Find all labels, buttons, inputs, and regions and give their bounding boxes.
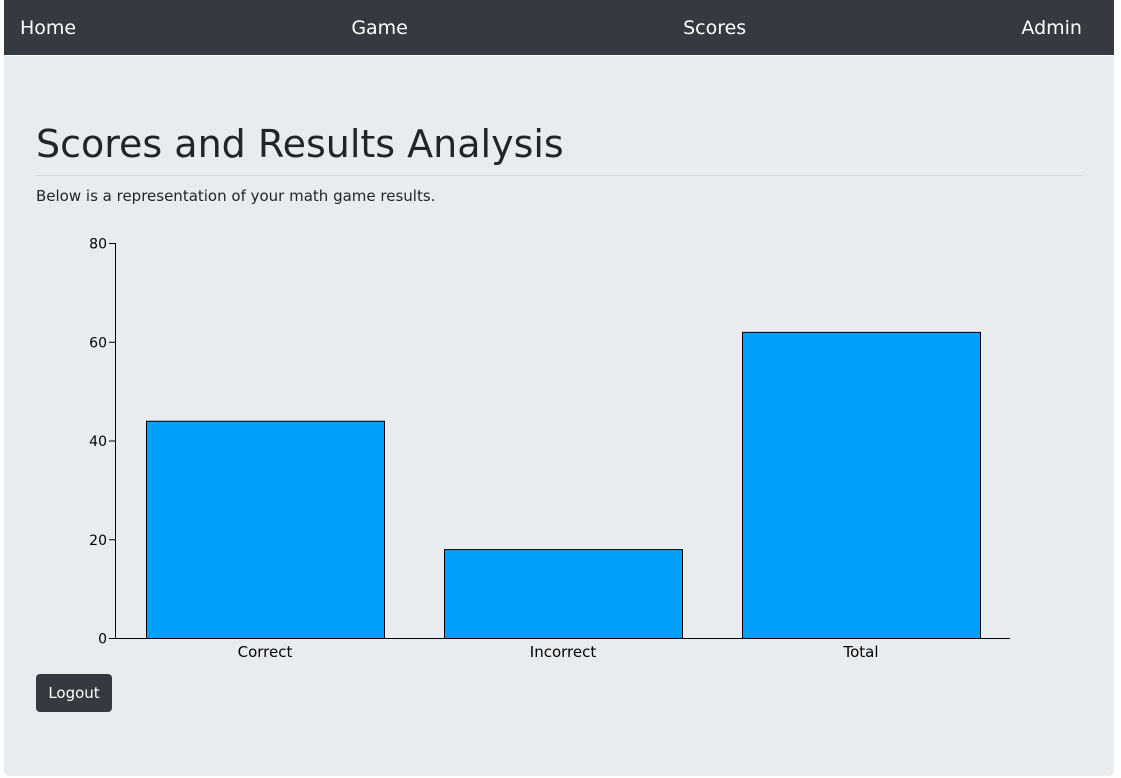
x-tick-label: Total	[842, 643, 878, 661]
page-title: Scores and Results Analysis	[36, 122, 564, 166]
x-tick-label: Incorrect	[530, 643, 597, 661]
top-navbar: Home Game Scores Admin	[4, 0, 1114, 55]
nav-home-link[interactable]: Home	[20, 16, 77, 39]
bar-correct	[146, 420, 385, 639]
y-tick-label: 60	[89, 335, 107, 351]
nav-game-link[interactable]: Game	[351, 16, 408, 39]
results-bar-chart: Correct Incorrect Total 0 20 40 60 80	[89, 237, 1010, 661]
y-tick-label: 40	[89, 434, 107, 450]
logout-button[interactable]: Logout	[36, 674, 112, 712]
title-divider	[36, 175, 1082, 176]
nav-scores-link[interactable]: Scores	[683, 16, 747, 39]
bar-total	[742, 331, 981, 639]
y-tick-label: 20	[89, 533, 107, 549]
y-tick-label: 80	[89, 237, 107, 253]
lead-text: Below is a representation of your math g…	[36, 187, 436, 205]
jumbotron: Scores and Results Analysis Below is a r…	[4, 56, 1114, 776]
bar-incorrect	[444, 549, 683, 639]
x-tick-label: Correct	[238, 643, 293, 661]
nav-admin-link[interactable]: Admin	[1021, 16, 1082, 39]
y-tick-label: 0	[98, 632, 107, 648]
